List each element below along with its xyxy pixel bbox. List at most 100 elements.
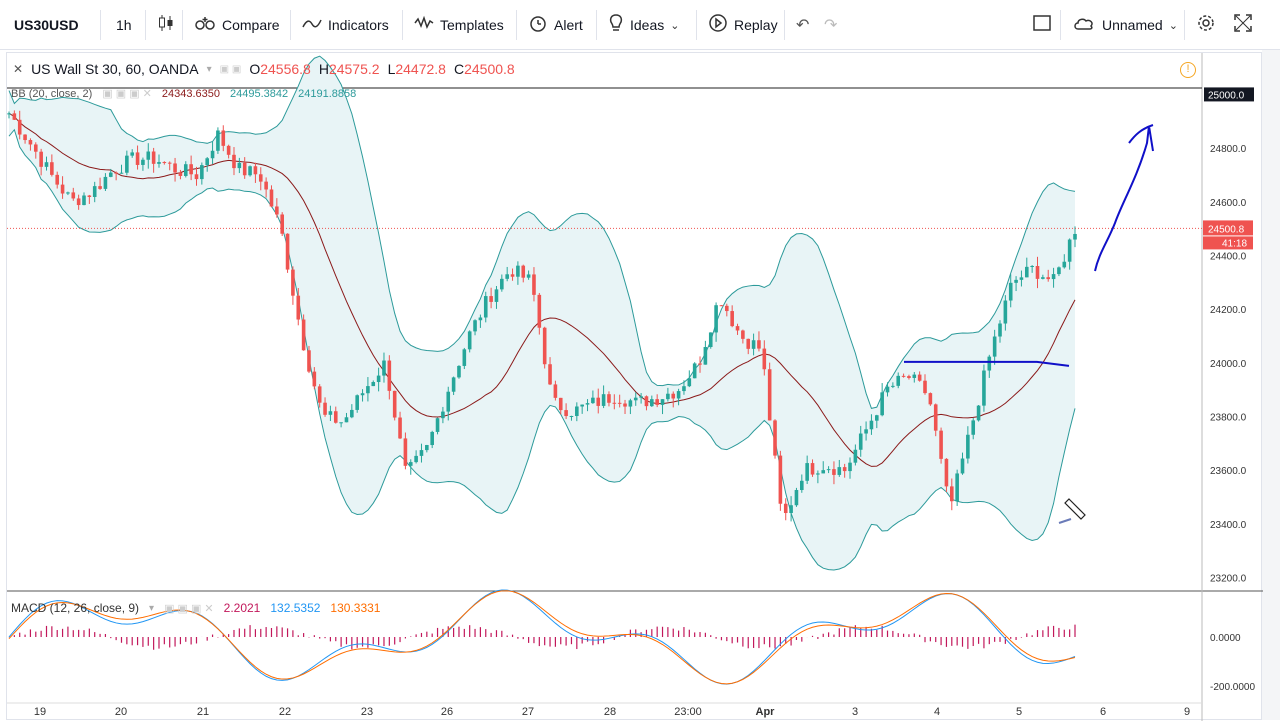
bb-value-3: 24191.8858 <box>298 87 357 100</box>
compare-icon <box>194 14 216 37</box>
top-toolbar: US30USD 1h Compare Indicators Templates … <box>0 0 1280 50</box>
candle-body <box>607 394 611 403</box>
legend-buttons[interactable]: ▣ ▣ <box>219 63 242 75</box>
price-tick-label: 23600.0 <box>1210 466 1247 477</box>
bb-buttons[interactable]: ▣ ▣ ▣ ✕ <box>102 88 152 100</box>
candle-body <box>441 411 445 419</box>
compare-button[interactable]: Compare <box>186 8 288 42</box>
candle-body <box>853 449 858 463</box>
ideas-button[interactable]: Ideas ⌄ <box>600 8 687 42</box>
collapse-icon[interactable]: ✕ <box>13 62 24 76</box>
candle-body <box>805 463 809 481</box>
candle-body <box>982 370 986 406</box>
candle-body <box>125 155 129 173</box>
candle-body <box>923 380 927 394</box>
redo-button[interactable]: ↷ <box>816 8 845 42</box>
price-tick-label: 24800.0 <box>1210 144 1247 155</box>
templates-button[interactable]: Templates <box>406 8 512 42</box>
chart-area[interactable]: 25000.0 24800.0 24600.0 24400.0 24200.0 24000… <box>6 52 1263 721</box>
candle-body <box>896 375 901 386</box>
candle-body <box>858 433 863 450</box>
candle-body <box>553 384 558 398</box>
gear-icon <box>1196 13 1216 38</box>
candle-body <box>398 417 402 439</box>
candle-body <box>200 165 204 180</box>
candle-body <box>714 305 718 333</box>
chart-style-button[interactable] <box>150 8 182 42</box>
candle-body <box>800 480 804 491</box>
candle-body <box>92 186 97 197</box>
candle-body <box>478 317 483 321</box>
candle-body <box>167 162 172 164</box>
layout-name-button[interactable]: Unnamed ⌄ <box>1064 8 1186 42</box>
candle-body <box>275 206 279 215</box>
candle-body <box>371 382 376 387</box>
candle-body <box>483 296 488 318</box>
alert-button[interactable]: Alert <box>520 8 591 42</box>
candle-body <box>575 406 579 416</box>
templates-icon <box>414 14 434 37</box>
bb-lower-band <box>8 128 1076 571</box>
candle-body <box>521 265 526 278</box>
candle-body <box>933 404 938 431</box>
last-price-label: 24500.8 <box>1208 224 1245 235</box>
time-tick-label: 23 <box>361 706 373 718</box>
candle-body <box>730 311 734 327</box>
candle-body <box>291 269 295 296</box>
undo-button[interactable]: ↶ <box>788 8 817 42</box>
cloud-icon <box>1072 14 1096 37</box>
macd-legend: MACD (12, 26, close, 9) ▾ ▣ ▣ ▣ ✕ 2.2021… <box>11 601 380 615</box>
candle-body <box>23 134 27 141</box>
drawn-horizontal-line <box>904 360 1070 367</box>
candle-body <box>1019 277 1024 280</box>
candle-body <box>141 159 145 165</box>
cursor-icon <box>1064 498 1086 520</box>
bb-fill <box>9 56 1075 570</box>
candle-body <box>1051 274 1056 280</box>
settings-button[interactable] <box>1188 8 1224 42</box>
close-value: 24500.8 <box>464 61 515 77</box>
candle-body <box>1014 279 1018 283</box>
candle-body <box>323 402 327 415</box>
price-tick-label: 24400.0 <box>1210 251 1247 262</box>
time-tick-label: 23:00 <box>674 706 702 718</box>
candle-body <box>33 144 38 152</box>
fullscreen-layout-button[interactable] <box>1024 8 1060 42</box>
time-tick-label: 21 <box>197 706 209 718</box>
candle-body <box>816 473 820 475</box>
macd-tick-label: 0.0000 <box>1210 633 1241 644</box>
time-tick-label: 27 <box>522 706 534 718</box>
fullscreen-button[interactable] <box>1226 8 1260 42</box>
candle-body <box>242 162 247 176</box>
candle-body <box>285 233 290 270</box>
candle-body <box>307 350 311 372</box>
candle-body <box>542 327 547 365</box>
indicators-button[interactable]: Indicators <box>294 8 397 42</box>
info-alert-icon[interactable]: ! <box>1180 62 1196 78</box>
candle-body <box>628 400 633 407</box>
candle-body <box>44 162 49 167</box>
candle-body <box>408 462 413 466</box>
candle-body <box>344 417 349 423</box>
candle-body <box>671 393 676 399</box>
compare-label: Compare <box>222 17 280 33</box>
candle-body <box>1035 265 1040 279</box>
ideas-label: Ideas <box>630 17 665 33</box>
main-legend: ✕ US Wall St 30, 60, OANDA ▾ ▣ ▣ O24556.… <box>13 61 515 77</box>
price-tick-label: 24000.0 <box>1210 359 1247 370</box>
price-tick-label: 24600.0 <box>1210 198 1247 209</box>
symbol-search-button[interactable]: US30USD <box>6 8 87 42</box>
price-chart[interactable]: 25000.0 24800.0 24600.0 24400.0 24200.0 24000… <box>7 53 1263 721</box>
macd-buttons[interactable]: ▣ ▣ ▣ ✕ <box>164 602 214 615</box>
candle-body <box>880 392 884 416</box>
chevron-down-icon: ⌄ <box>670 19 680 32</box>
time-tick-label: 5 <box>1016 706 1022 718</box>
interval-button[interactable]: 1h <box>108 8 140 42</box>
candle-body <box>976 405 981 421</box>
candle-body <box>939 430 943 459</box>
replay-button[interactable]: Replay <box>700 8 786 42</box>
alarm-clock-icon <box>528 13 548 38</box>
macd-dropdown-icon[interactable]: ▾ <box>149 602 155 614</box>
legend-dropdown-icon[interactable]: ▾ <box>206 63 212 75</box>
bb-value-1: 24343.6350 <box>161 87 221 100</box>
